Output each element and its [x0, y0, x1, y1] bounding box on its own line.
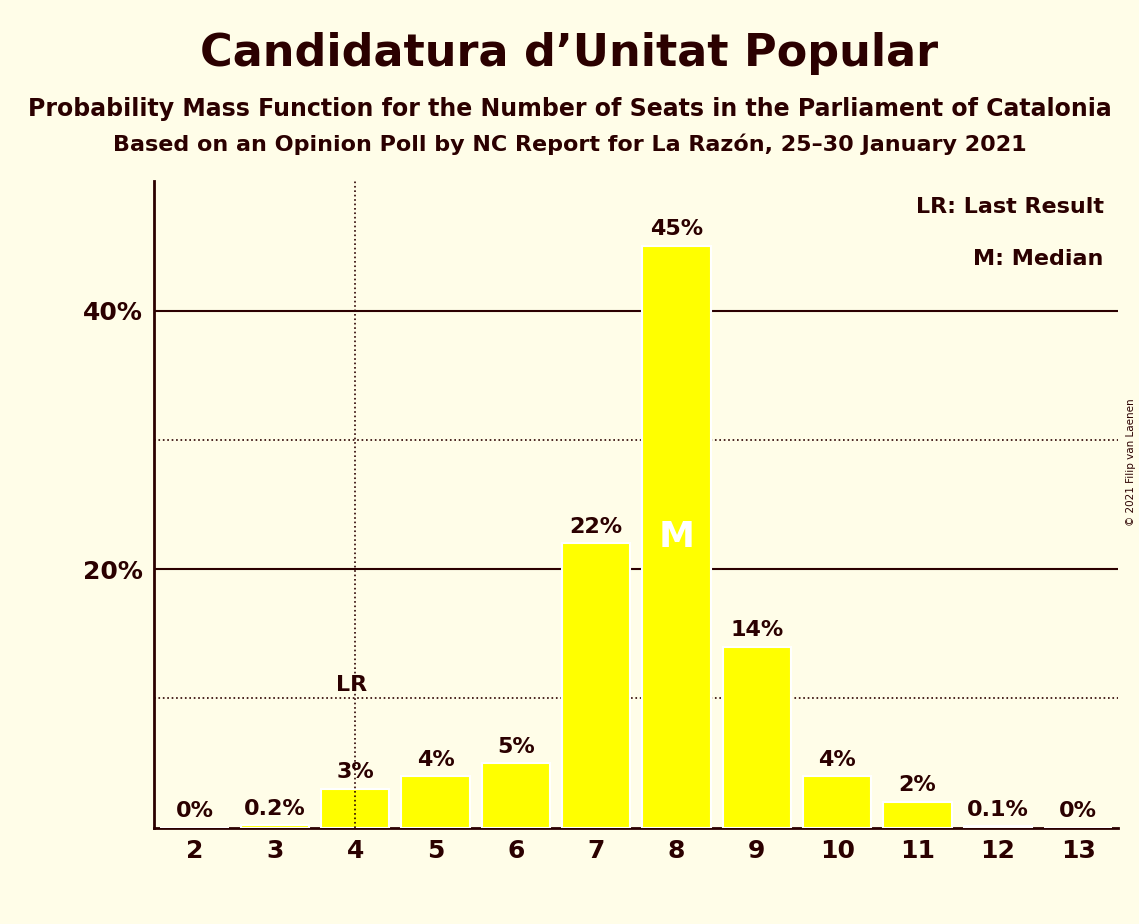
Text: Candidatura d’Unitat Popular: Candidatura d’Unitat Popular — [200, 32, 939, 76]
Text: 0%: 0% — [1059, 801, 1097, 821]
Bar — [964, 826, 1032, 828]
Text: © 2021 Filip van Laenen: © 2021 Filip van Laenen — [1125, 398, 1136, 526]
Bar — [321, 789, 390, 828]
Bar — [642, 246, 711, 828]
Text: 5%: 5% — [497, 736, 534, 757]
Bar — [482, 763, 550, 828]
Text: Based on an Opinion Poll by NC Report for La Razón, 25–30 January 2021: Based on an Opinion Poll by NC Report fo… — [113, 134, 1026, 155]
Text: 2%: 2% — [899, 775, 936, 796]
Bar — [240, 825, 309, 828]
Text: M: Median: M: Median — [974, 249, 1104, 269]
Text: Probability Mass Function for the Number of Seats in the Parliament of Catalonia: Probability Mass Function for the Number… — [27, 97, 1112, 121]
Bar — [401, 776, 469, 828]
Text: 14%: 14% — [730, 620, 784, 640]
Text: 22%: 22% — [570, 517, 623, 537]
Text: 4%: 4% — [417, 749, 454, 770]
Text: 3%: 3% — [336, 762, 374, 783]
Text: LR: LR — [336, 675, 367, 695]
Bar — [722, 647, 790, 828]
Bar — [562, 543, 630, 828]
Text: 0%: 0% — [175, 801, 213, 821]
Text: M: M — [658, 520, 695, 553]
Text: 45%: 45% — [650, 220, 703, 239]
Text: 4%: 4% — [818, 749, 857, 770]
Text: LR: Last Result: LR: Last Result — [916, 198, 1104, 217]
Text: 0.1%: 0.1% — [967, 800, 1029, 820]
Bar — [803, 776, 871, 828]
Bar — [884, 802, 951, 828]
Text: 0.2%: 0.2% — [244, 798, 305, 819]
